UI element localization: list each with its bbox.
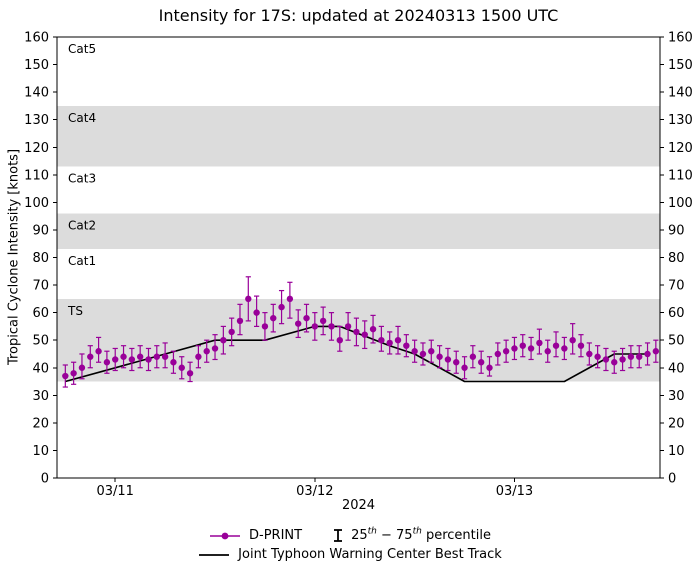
svg-text:140: 140 <box>668 86 693 101</box>
svg-text:90: 90 <box>668 223 685 238</box>
svg-text:160: 160 <box>668 31 693 46</box>
svg-text:03/13: 03/13 <box>496 484 533 499</box>
legend-row-2: Joint Typhoon Warning Center Best Track <box>197 547 502 562</box>
y-ticks: 0 0 10 10 20 20 30 30 40 40 50 50 60 60 70 70 80 80 90 90 10… <box>24 31 693 487</box>
category-band-labels: TS Cat1 Cat2 Cat3 Cat4 Cat5 <box>67 42 96 318</box>
x-axis-year-label: 2024 <box>341 498 376 513</box>
svg-text:90: 90 <box>32 223 49 238</box>
dprint-series <box>62 276 660 388</box>
svg-text:60: 60 <box>32 306 49 321</box>
svg-text:70: 70 <box>32 279 49 294</box>
svg-text:130: 130 <box>24 113 49 128</box>
svg-text:70: 70 <box>668 279 685 294</box>
svg-text:0: 0 <box>668 472 676 487</box>
svg-text:40: 40 <box>32 361 49 376</box>
svg-text:03/11: 03/11 <box>96 484 133 499</box>
svg-text:30: 30 <box>668 389 685 404</box>
legend-label-best-track: Joint Typhoon Warning Center Best Track <box>238 547 502 562</box>
svg-text:130: 130 <box>668 113 693 128</box>
svg-text:140: 140 <box>24 86 49 101</box>
svg-text:TS: TS <box>67 304 83 318</box>
svg-text:10: 10 <box>32 444 49 459</box>
legend-item-best-track: Joint Typhoon Warning Center Best Track <box>197 547 502 562</box>
svg-text:60: 60 <box>668 306 685 321</box>
legend-row-1: D-PRINT 25th − 75th percentile <box>208 527 491 544</box>
svg-text:80: 80 <box>668 251 685 266</box>
svg-text:160: 160 <box>24 31 49 46</box>
axes-frame <box>56 36 661 479</box>
svg-text:150: 150 <box>668 58 693 73</box>
svg-text:Cat2: Cat2 <box>68 218 96 232</box>
category-bands <box>57 105 660 382</box>
svg-text:Cat1: Cat1 <box>68 254 96 268</box>
chart-title: Intensity for 17S: updated at 20240313 1… <box>158 6 559 25</box>
legend-label-percentile: 25th − 75th percentile <box>351 526 491 543</box>
svg-text:10: 10 <box>668 444 685 459</box>
svg-text:20: 20 <box>32 416 49 431</box>
svg-text:150: 150 <box>24 58 49 73</box>
dprint-marker-icon <box>210 532 241 539</box>
svg-text:100: 100 <box>24 196 49 211</box>
legend: D-PRINT 25th − 75th percentile Joint Typ… <box>0 527 699 562</box>
svg-text:50: 50 <box>668 334 685 349</box>
svg-text:100: 100 <box>668 196 693 211</box>
svg-text:110: 110 <box>668 168 693 183</box>
svg-text:0: 0 <box>41 472 49 487</box>
percentile-errorbar-icon <box>334 529 343 542</box>
svg-text:110: 110 <box>24 168 49 183</box>
svg-text:40: 40 <box>668 361 685 376</box>
legend-item-percentile: 25th − 75th percentile <box>332 527 491 544</box>
x-ticks: 03/11 03/12 03/13 <box>96 478 533 499</box>
svg-text:50: 50 <box>32 334 49 349</box>
svg-text:Cat3: Cat3 <box>68 172 96 186</box>
svg-text:120: 120 <box>24 141 49 156</box>
svg-text:80: 80 <box>32 251 49 266</box>
svg-text:120: 120 <box>668 141 693 156</box>
svg-text:03/12: 03/12 <box>296 484 333 499</box>
legend-label-dprint: D-PRINT <box>249 528 303 543</box>
svg-text:30: 30 <box>32 389 49 404</box>
legend-item-dprint: D-PRINT <box>208 528 302 543</box>
svg-text:Cat4: Cat4 <box>68 111 96 125</box>
svg-text:Cat5: Cat5 <box>68 42 96 56</box>
best-track-line-icon <box>199 553 230 556</box>
svg-text:20: 20 <box>668 416 685 431</box>
